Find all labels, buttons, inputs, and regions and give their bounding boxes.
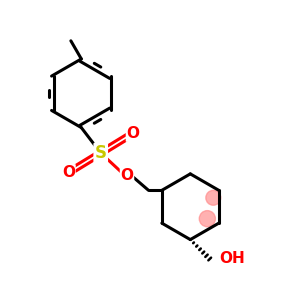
Circle shape	[199, 211, 215, 227]
Circle shape	[206, 190, 221, 205]
Text: O: O	[62, 165, 75, 180]
Text: S: S	[95, 144, 107, 162]
Text: O: O	[127, 126, 140, 141]
Text: OH: OH	[219, 251, 245, 266]
Text: O: O	[121, 168, 134, 183]
